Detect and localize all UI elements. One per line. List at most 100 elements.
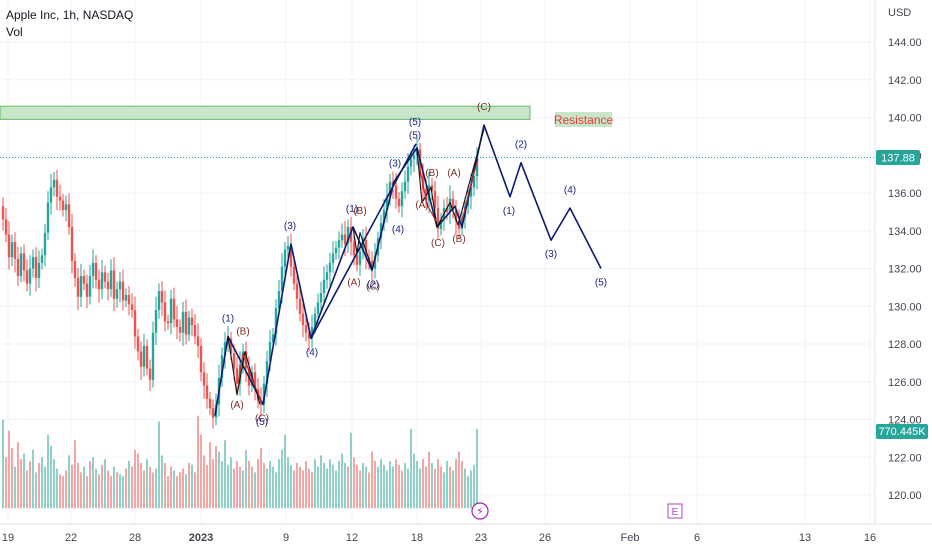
wave-line[interactable] <box>227 336 261 405</box>
volume-bar <box>137 453 139 509</box>
time-tick-label: 18 <box>411 532 423 544</box>
volume-bar <box>473 464 475 509</box>
wave-line[interactable] <box>352 226 373 269</box>
volume-bar <box>272 466 274 509</box>
wave-line[interactable] <box>310 143 417 339</box>
candle-body <box>109 270 113 290</box>
volume-bar <box>158 421 160 509</box>
time-axis[interactable]: 19 22 28 2023 9 12 18 23 26 Feb 6 13 16 <box>2 532 876 544</box>
price-tick-label: 128.00 <box>888 339 922 351</box>
candle-body <box>469 187 473 197</box>
volume-bar <box>395 459 397 509</box>
symbol-title[interactable]: Apple Inc, 1h, NASDAQ <box>6 8 134 22</box>
wave-line[interactable] <box>461 158 479 222</box>
volume-bar <box>317 466 319 509</box>
price-tick-label: 132.00 <box>888 264 922 276</box>
volume-bar <box>194 472 196 509</box>
candle-body <box>193 325 197 337</box>
volume-bar <box>140 462 142 509</box>
volume-bar <box>86 476 88 509</box>
volume-bar <box>26 470 28 509</box>
volume-bar <box>287 457 289 509</box>
wave-line[interactable] <box>214 124 602 416</box>
volume-bar <box>107 470 109 509</box>
candle-body <box>64 204 68 210</box>
elliott-wave-lines[interactable] <box>214 124 602 416</box>
volume-bar <box>119 474 121 509</box>
volume-bar <box>104 459 106 509</box>
candle-body <box>46 202 50 233</box>
candle-body <box>172 298 176 320</box>
volume-bar <box>89 461 91 509</box>
volume-bar <box>329 459 331 509</box>
wave-label: (2) <box>515 140 527 151</box>
volume-bar <box>200 434 202 509</box>
wave-line[interactable] <box>419 170 437 222</box>
wave-label: (C) <box>366 281 380 292</box>
candle-body <box>403 181 407 192</box>
last-volume-badge: 770.445K <box>876 424 928 439</box>
candle-body <box>16 259 20 277</box>
volume-bar <box>29 461 31 509</box>
volume-bar <box>416 461 418 509</box>
candle-body <box>190 317 194 326</box>
volume-bar <box>164 462 166 509</box>
candle-body <box>37 262 41 278</box>
volume-bar <box>47 434 49 509</box>
volume-bar <box>62 476 64 509</box>
price-tick-label: 142.00 <box>888 75 922 87</box>
volume-bar <box>422 459 424 509</box>
volume-bar <box>332 464 334 509</box>
candle-body <box>241 351 245 365</box>
volume-bar <box>404 462 406 509</box>
candle-body <box>454 209 458 222</box>
volume-bar <box>236 461 238 509</box>
wave-line[interactable] <box>436 128 485 228</box>
candle-body <box>79 276 83 297</box>
volume-bar <box>305 461 307 509</box>
wave-label: (B) <box>452 234 465 245</box>
volume-bar <box>434 468 436 509</box>
candle-body <box>88 276 92 297</box>
candle-body <box>253 372 257 390</box>
volume-bar <box>281 449 283 509</box>
volume-bar <box>392 466 394 509</box>
wave-line[interactable] <box>237 352 263 403</box>
volume-bar <box>11 447 13 509</box>
volume-bar <box>455 459 457 509</box>
candle-body <box>55 179 59 197</box>
volume-bar <box>53 459 55 509</box>
volume-bar <box>113 466 115 509</box>
volume-bar <box>134 449 136 509</box>
wave-line[interactable] <box>416 149 438 228</box>
volume-bar <box>233 468 235 509</box>
currency-label: USD <box>888 7 911 19</box>
candle-body <box>160 291 164 303</box>
candle-body <box>43 232 47 256</box>
candle-body <box>175 319 179 328</box>
volume-bar <box>128 461 130 509</box>
volume-indicator-label[interactable]: Vol <box>6 25 23 39</box>
wave-label: (3) <box>545 249 557 260</box>
volume-bar <box>386 470 388 509</box>
candle-body <box>343 234 347 244</box>
candle-body <box>400 191 404 207</box>
volume-bar <box>59 474 61 509</box>
candle-body <box>364 240 368 258</box>
volume-bar <box>212 459 214 509</box>
candle-body <box>118 281 122 290</box>
elliott-wave-labels: (1)(B)(A)(C)(5)(3)(4)(1)(B)(A) (C)(2)(4)(… <box>222 102 607 428</box>
volume-bar <box>263 462 265 509</box>
candle-body <box>124 294 128 301</box>
candle-body <box>127 294 131 305</box>
volume-bar <box>470 470 472 509</box>
candle-body <box>166 321 170 324</box>
candle-body <box>271 334 275 343</box>
candle-body <box>22 253 26 271</box>
resistance-zone[interactable] <box>0 105 531 120</box>
volume-bar <box>389 461 391 509</box>
earnings-marker[interactable]: E <box>667 503 683 519</box>
dividend-marker[interactable]: ⚡ <box>471 502 489 520</box>
volume-bar <box>2 419 4 509</box>
